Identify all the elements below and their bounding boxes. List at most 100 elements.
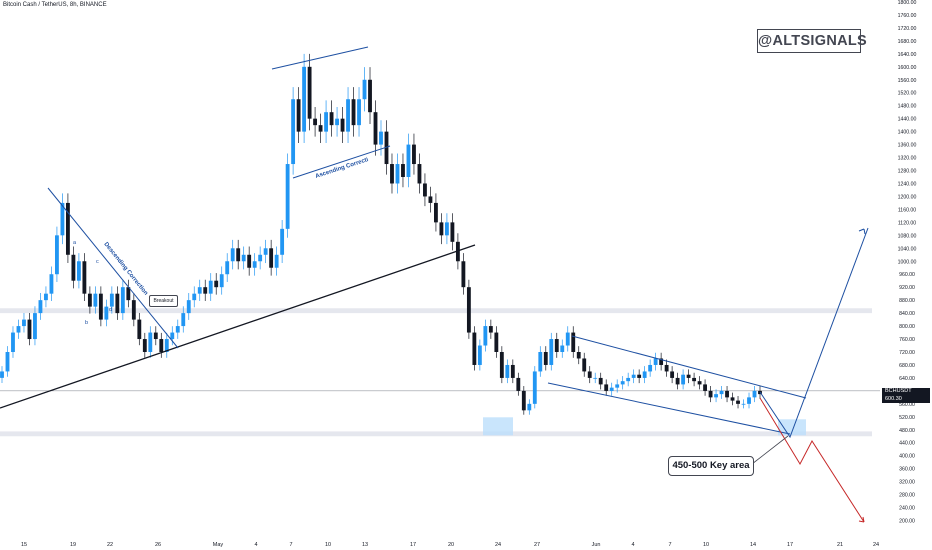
candle-body bbox=[747, 397, 751, 404]
y-tick-label: 680.00 bbox=[899, 363, 915, 369]
candle-body bbox=[55, 235, 59, 275]
candle-body bbox=[346, 99, 350, 132]
resistance-zone bbox=[0, 308, 872, 314]
x-tick-label: 15 bbox=[21, 542, 27, 548]
candle-body bbox=[0, 371, 4, 378]
candle-body bbox=[697, 381, 702, 385]
candle-body bbox=[269, 248, 274, 268]
y-tick-label: 480.00 bbox=[899, 428, 915, 434]
candle-body bbox=[274, 254, 279, 268]
bearish-projection bbox=[759, 397, 865, 523]
candle-body bbox=[181, 313, 186, 327]
lower-channel-line bbox=[292, 145, 391, 179]
candle-body bbox=[604, 384, 609, 391]
candle-body bbox=[373, 112, 378, 145]
candle-body bbox=[384, 131, 389, 165]
candle-body bbox=[444, 222, 449, 236]
candle-body bbox=[461, 261, 466, 288]
candle-body bbox=[38, 300, 43, 314]
candle-body bbox=[615, 384, 620, 388]
candle-body bbox=[401, 164, 405, 177]
x-tick-label: 26 bbox=[155, 542, 161, 548]
candle-body bbox=[719, 390, 724, 395]
candle-body bbox=[488, 326, 493, 333]
x-tick-label: Jun bbox=[592, 542, 601, 548]
y-tick-label: 760.00 bbox=[899, 337, 915, 343]
candle-body bbox=[565, 332, 570, 346]
candle-body bbox=[33, 313, 37, 340]
candle-body bbox=[44, 293, 48, 301]
descending-correction-label: Descending Correction bbox=[102, 241, 148, 296]
x-tick-label: 7 bbox=[668, 542, 671, 548]
candle-body bbox=[324, 112, 328, 132]
candle-body bbox=[98, 293, 103, 320]
candle-body bbox=[670, 371, 675, 378]
candle-body bbox=[554, 339, 559, 352]
candle-body bbox=[307, 66, 312, 119]
candle-body bbox=[587, 371, 592, 378]
candle-body bbox=[49, 274, 54, 294]
candle-body bbox=[27, 319, 32, 340]
current-price-tag: BCHUSDT 600.30 bbox=[882, 388, 930, 403]
candle-body bbox=[126, 287, 131, 301]
candle-body bbox=[252, 261, 257, 268]
x-tick-label: 20 bbox=[448, 542, 454, 548]
y-tick-label: 1280.00 bbox=[898, 169, 917, 175]
x-tick-label: 10 bbox=[325, 542, 331, 548]
candle-body bbox=[291, 99, 296, 165]
y-tick-label: 1600.00 bbox=[898, 65, 917, 71]
candle-body bbox=[5, 352, 10, 372]
candle-body bbox=[637, 374, 642, 378]
y-tick-label: 400.00 bbox=[899, 454, 915, 460]
candle-body bbox=[538, 352, 543, 372]
candle-body bbox=[329, 112, 334, 126]
candle-body bbox=[631, 374, 636, 378]
candle-body bbox=[549, 339, 554, 365]
candle-body bbox=[236, 248, 241, 262]
key-area-zone bbox=[0, 431, 872, 437]
y-tick-label: 1560.00 bbox=[898, 78, 917, 84]
x-tick-label: 24 bbox=[495, 542, 501, 548]
y-tick-label: 1800.00 bbox=[898, 0, 917, 6]
candle-body bbox=[11, 332, 15, 352]
candle-body bbox=[170, 332, 175, 340]
candle-body bbox=[494, 332, 499, 352]
candle-body bbox=[692, 377, 697, 382]
candle-body bbox=[664, 364, 669, 372]
candle-body bbox=[60, 202, 65, 236]
candle-body bbox=[499, 352, 504, 378]
candle-body bbox=[379, 131, 383, 145]
x-tick-label: 24 bbox=[873, 542, 879, 548]
candle-body bbox=[609, 387, 614, 391]
candle-body bbox=[340, 118, 345, 132]
candle-body bbox=[186, 300, 191, 314]
candle-body bbox=[598, 377, 603, 385]
x-tick-label: 27 bbox=[534, 542, 540, 548]
y-tick-label: 1760.00 bbox=[898, 13, 917, 19]
x-tick-label: 17 bbox=[410, 542, 416, 548]
candle-body bbox=[285, 164, 290, 229]
y-tick-label: 640.00 bbox=[899, 376, 915, 382]
candle-body bbox=[516, 377, 521, 391]
candle-body bbox=[510, 364, 515, 378]
x-tick-label: 10 bbox=[703, 542, 709, 548]
candle-body bbox=[620, 381, 625, 385]
y-tick-label: 360.00 bbox=[899, 467, 915, 473]
candle-body bbox=[412, 144, 416, 165]
candle-body bbox=[313, 118, 318, 126]
y-tick-label: 1200.00 bbox=[898, 194, 917, 200]
y-tick-label: 880.00 bbox=[899, 298, 915, 304]
wedge-lower-line bbox=[547, 382, 791, 435]
candle-body bbox=[390, 164, 394, 184]
y-tick-label: 520.00 bbox=[899, 415, 915, 421]
candle-body bbox=[406, 144, 411, 177]
candle-body bbox=[137, 319, 142, 340]
y-tick-label: 1240.00 bbox=[898, 181, 917, 187]
bearish-arrowhead bbox=[858, 516, 865, 523]
candle-body bbox=[653, 358, 658, 365]
candle-body bbox=[93, 293, 98, 307]
x-tick-label: 14 bbox=[750, 542, 756, 548]
key-area-label: 450-500 Key area bbox=[668, 456, 754, 476]
candle-body bbox=[263, 248, 268, 255]
